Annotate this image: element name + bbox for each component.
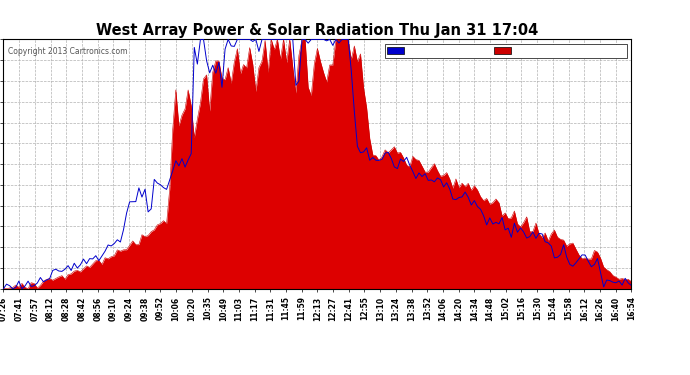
Legend: Radiation (w/m2), West Array (DC Watts): Radiation (w/m2), West Array (DC Watts) xyxy=(384,44,627,57)
Title: West Array Power & Solar Radiation Thu Jan 31 17:04: West Array Power & Solar Radiation Thu J… xyxy=(97,23,538,38)
Text: Copyright 2013 Cartronics.com: Copyright 2013 Cartronics.com xyxy=(8,47,128,56)
